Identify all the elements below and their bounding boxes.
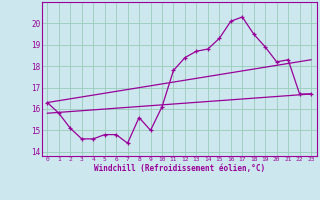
X-axis label: Windchill (Refroidissement éolien,°C): Windchill (Refroidissement éolien,°C) xyxy=(94,164,265,173)
